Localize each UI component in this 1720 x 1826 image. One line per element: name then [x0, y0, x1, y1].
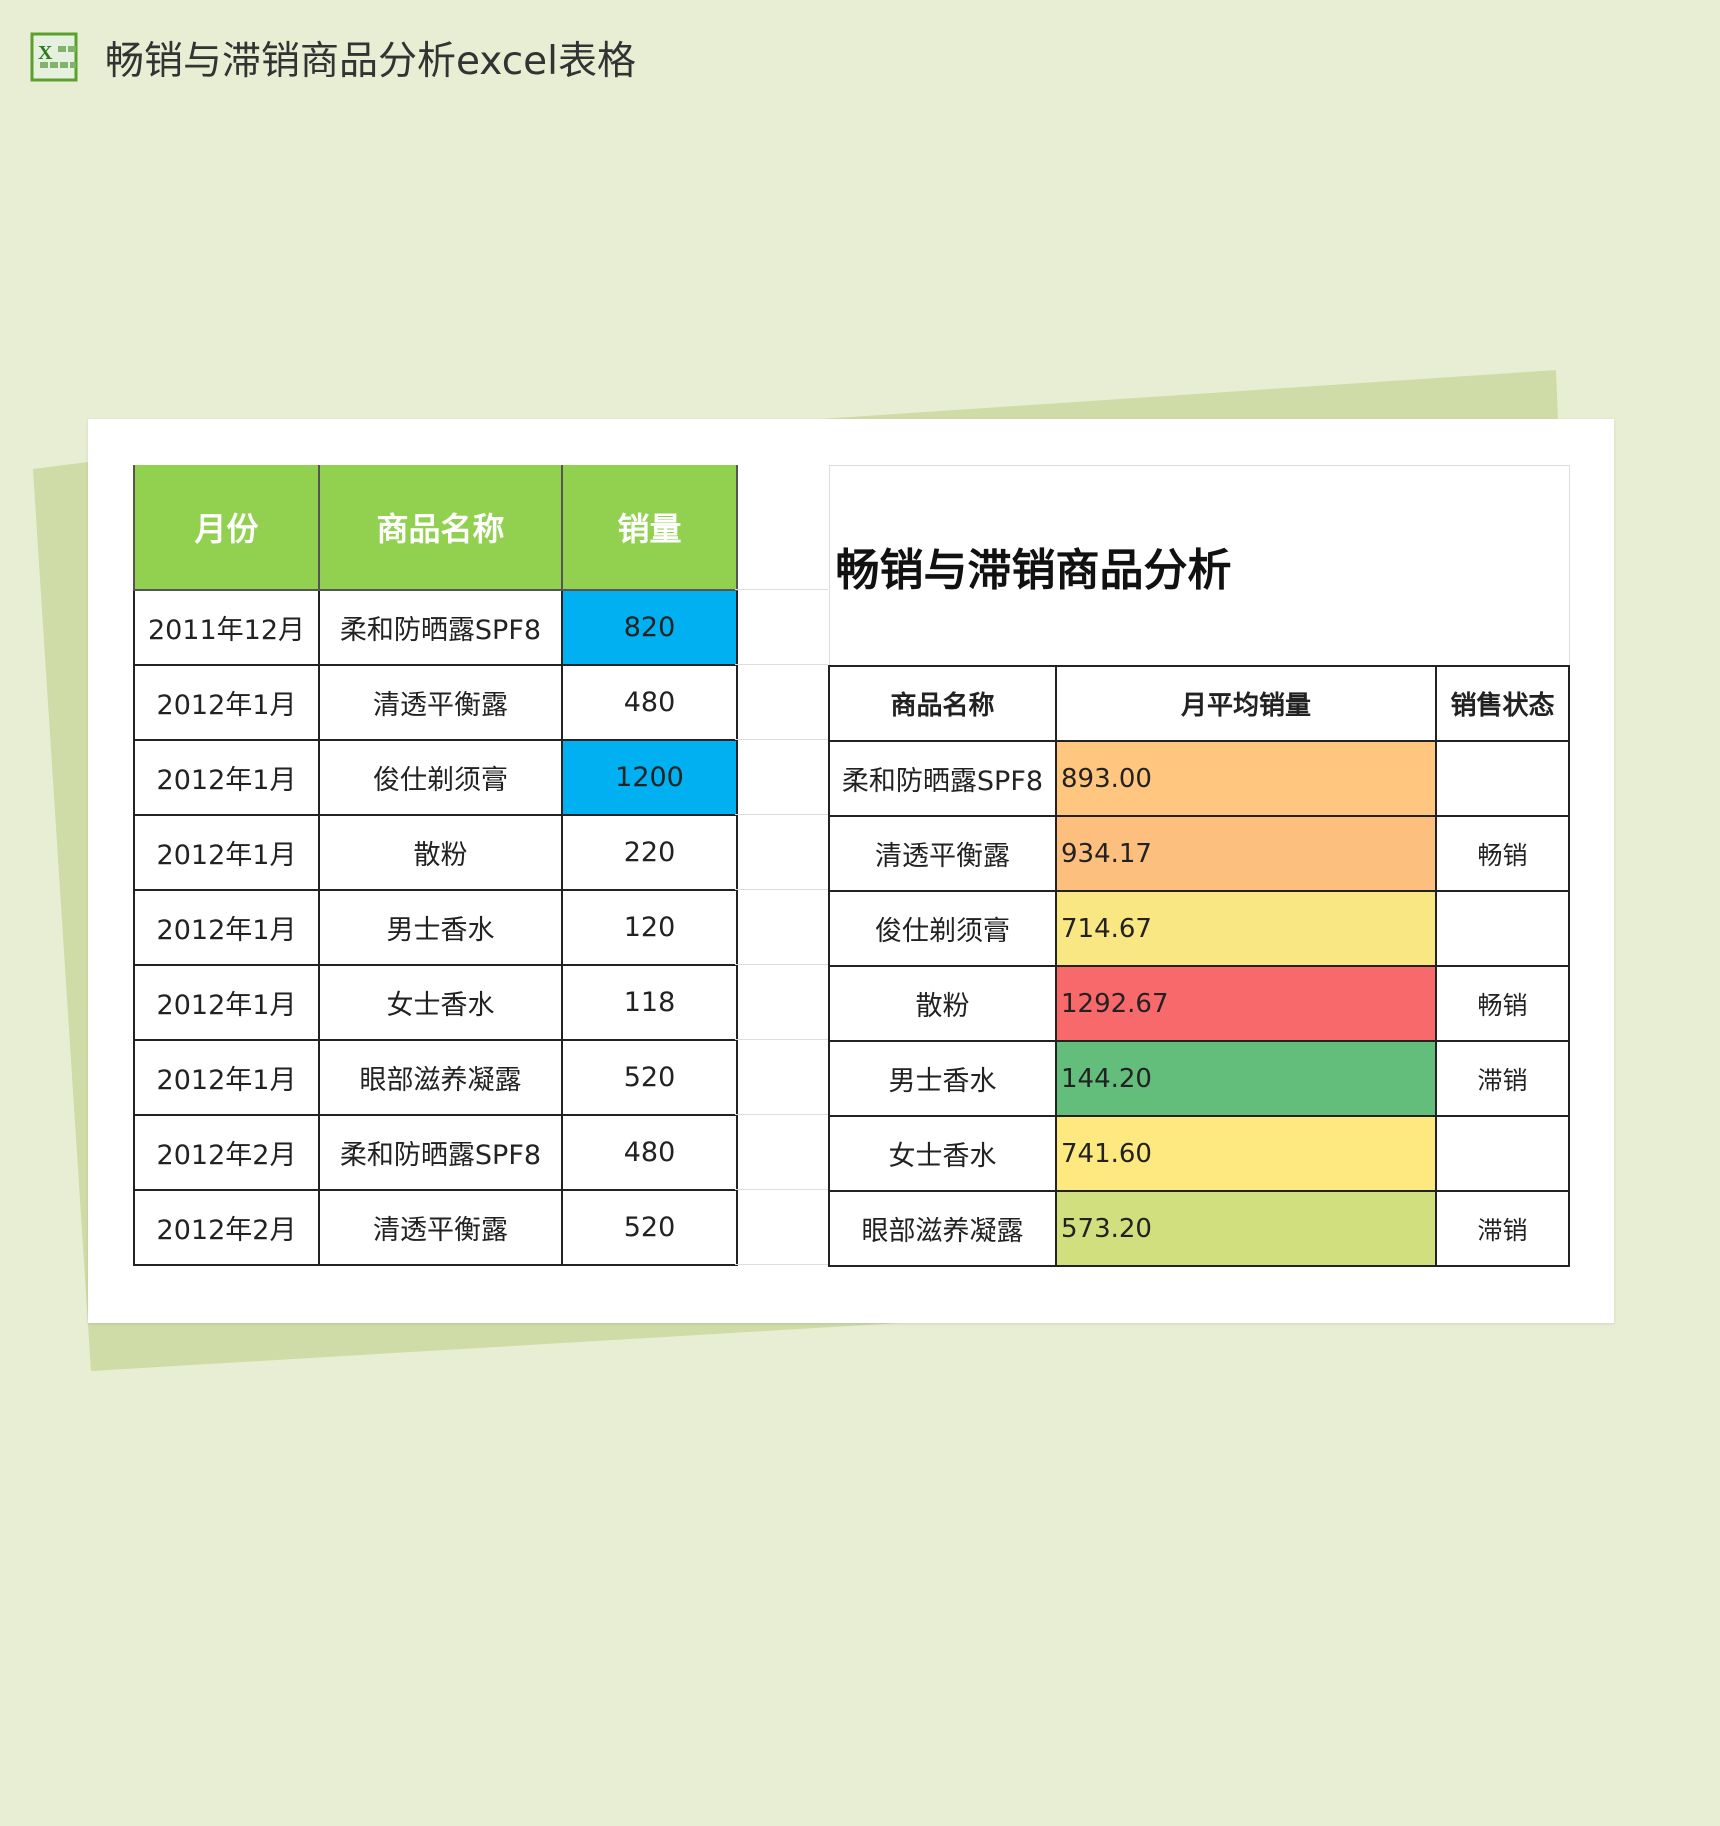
- header-product: 商品名称: [828, 665, 1057, 742]
- product-cell[interactable]: 散粉: [318, 814, 563, 891]
- sales-cell[interactable]: 520: [561, 1189, 738, 1266]
- month-cell[interactable]: 2012年2月: [133, 1114, 320, 1191]
- table-row: 散粉 1292.67 畅销: [828, 965, 1570, 1042]
- sales-cell[interactable]: 120: [561, 889, 738, 966]
- table-row: 清透平衡露 934.17 畅销: [828, 815, 1570, 892]
- empty-cell: [735, 740, 828, 815]
- table-row: 柔和防晒露SPF8 893.00: [828, 740, 1570, 817]
- avg-sales-cell[interactable]: 893.00: [1055, 740, 1437, 817]
- status-cell[interactable]: 畅销: [1435, 815, 1570, 892]
- sales-cell[interactable]: 220: [561, 814, 738, 891]
- table-row: 女士香水 741.60: [828, 1115, 1570, 1192]
- month-cell[interactable]: 2012年1月: [133, 664, 320, 741]
- status-cell[interactable]: 滞销: [1435, 1190, 1570, 1267]
- status-cell[interactable]: 滞销: [1435, 1040, 1570, 1117]
- sales-cell[interactable]: 520: [561, 1039, 738, 1116]
- excel-icon: X: [30, 32, 78, 82]
- sales-cell[interactable]: 1200: [561, 739, 738, 816]
- avg-sales-cell[interactable]: 1292.67: [1055, 965, 1437, 1042]
- table-row: 2012年2月 清透平衡露 520: [133, 1189, 738, 1266]
- avg-sales-cell[interactable]: 573.20: [1055, 1190, 1437, 1267]
- status-cell[interactable]: [1435, 890, 1570, 967]
- sales-cell[interactable]: 118: [561, 964, 738, 1041]
- header-avg-sales: 月平均销量: [1055, 665, 1437, 742]
- product-cell[interactable]: 清透平衡露: [318, 1189, 563, 1266]
- table-row: 2012年1月 清透平衡露 480: [133, 664, 738, 741]
- empty-cell: [735, 665, 828, 740]
- empty-cell: [735, 590, 828, 665]
- month-cell[interactable]: 2012年1月: [133, 1039, 320, 1116]
- table-row: 2012年1月 女士香水 118: [133, 964, 738, 1041]
- empty-cell: [735, 1115, 828, 1190]
- product-cell[interactable]: 男士香水: [318, 889, 563, 966]
- month-cell[interactable]: 2012年2月: [133, 1189, 320, 1266]
- product-cell[interactable]: 柔和防晒露SPF8: [318, 589, 563, 666]
- table-row: 2012年1月 眼部滋养凝露 520: [133, 1039, 738, 1116]
- product-cell[interactable]: 女士香水: [318, 964, 563, 1041]
- product-cell[interactable]: 俊仕剃须膏: [318, 739, 563, 816]
- window-title: 畅销与滞销商品分析excel表格: [105, 39, 636, 84]
- product-cell[interactable]: 清透平衡露: [828, 815, 1057, 892]
- product-cell[interactable]: 清透平衡露: [318, 664, 563, 741]
- sales-cell[interactable]: 480: [561, 1114, 738, 1191]
- product-cell[interactable]: 柔和防晒露SPF8: [318, 1114, 563, 1191]
- product-cell[interactable]: 眼部滋养凝露: [828, 1190, 1057, 1267]
- month-cell[interactable]: 2011年12月: [133, 589, 320, 666]
- status-cell[interactable]: [1435, 1115, 1570, 1192]
- month-cell[interactable]: 2012年1月: [133, 964, 320, 1041]
- header-product: 商品名称: [318, 465, 563, 591]
- avg-sales-cell[interactable]: 934.17: [1055, 815, 1437, 892]
- table-row: 2011年12月 柔和防晒露SPF8 820: [133, 589, 738, 666]
- avg-sales-cell[interactable]: 741.60: [1055, 1115, 1437, 1192]
- sales-table: 月份 商品名称 销量 2011年12月 柔和防晒露SPF8 820 2012年1月 清透…: [133, 465, 738, 1266]
- table-row: 2012年1月 散粉 220: [133, 814, 738, 891]
- svg-text:X: X: [38, 42, 53, 64]
- table-row: 眼部滋养凝露 573.20 滞销: [828, 1190, 1570, 1267]
- status-cell[interactable]: 畅销: [1435, 965, 1570, 1042]
- product-cell[interactable]: 散粉: [828, 965, 1057, 1042]
- month-cell[interactable]: 2012年1月: [133, 814, 320, 891]
- table-row: 2012年1月 男士香水 120: [133, 889, 738, 966]
- empty-cell: [735, 890, 828, 965]
- table-row: 2012年2月 柔和防晒露SPF8 480: [133, 1114, 738, 1191]
- table-row: 2012年1月 俊仕剃须膏 1200: [133, 739, 738, 816]
- empty-column: [735, 465, 828, 1267]
- empty-cell: [735, 815, 828, 890]
- product-cell[interactable]: 柔和防晒露SPF8: [828, 740, 1057, 817]
- analysis-title: 畅销与滞销商品分析: [828, 465, 1570, 667]
- header-status: 销售状态: [1435, 665, 1570, 742]
- avg-sales-cell[interactable]: 144.20: [1055, 1040, 1437, 1117]
- table-row: 男士香水 144.20 滞销: [828, 1040, 1570, 1117]
- sales-cell[interactable]: 820: [561, 589, 738, 666]
- product-cell[interactable]: 俊仕剃须膏: [828, 890, 1057, 967]
- avg-sales-cell[interactable]: 714.67: [1055, 890, 1437, 967]
- empty-cell: [735, 1040, 828, 1115]
- sales-cell[interactable]: 480: [561, 664, 738, 741]
- header-sales: 销量: [561, 465, 738, 591]
- product-cell[interactable]: 男士香水: [828, 1040, 1057, 1117]
- header-month: 月份: [133, 465, 320, 591]
- table-row: 俊仕剃须膏 714.67: [828, 890, 1570, 967]
- month-cell[interactable]: 2012年1月: [133, 889, 320, 966]
- product-cell[interactable]: 眼部滋养凝露: [318, 1039, 563, 1116]
- status-cell[interactable]: [1435, 740, 1570, 817]
- spreadsheet-card: 月份 商品名称 销量 2011年12月 柔和防晒露SPF8 820 2012年1月 清透…: [88, 419, 1614, 1323]
- analysis-table: 畅销与滞销商品分析 商品名称 月平均销量 销售状态 柔和防晒露SPF8 893.0…: [828, 465, 1570, 1267]
- month-cell[interactable]: 2012年1月: [133, 739, 320, 816]
- product-cell[interactable]: 女士香水: [828, 1115, 1057, 1192]
- empty-cell: [735, 1190, 828, 1265]
- empty-cell: [735, 965, 828, 1040]
